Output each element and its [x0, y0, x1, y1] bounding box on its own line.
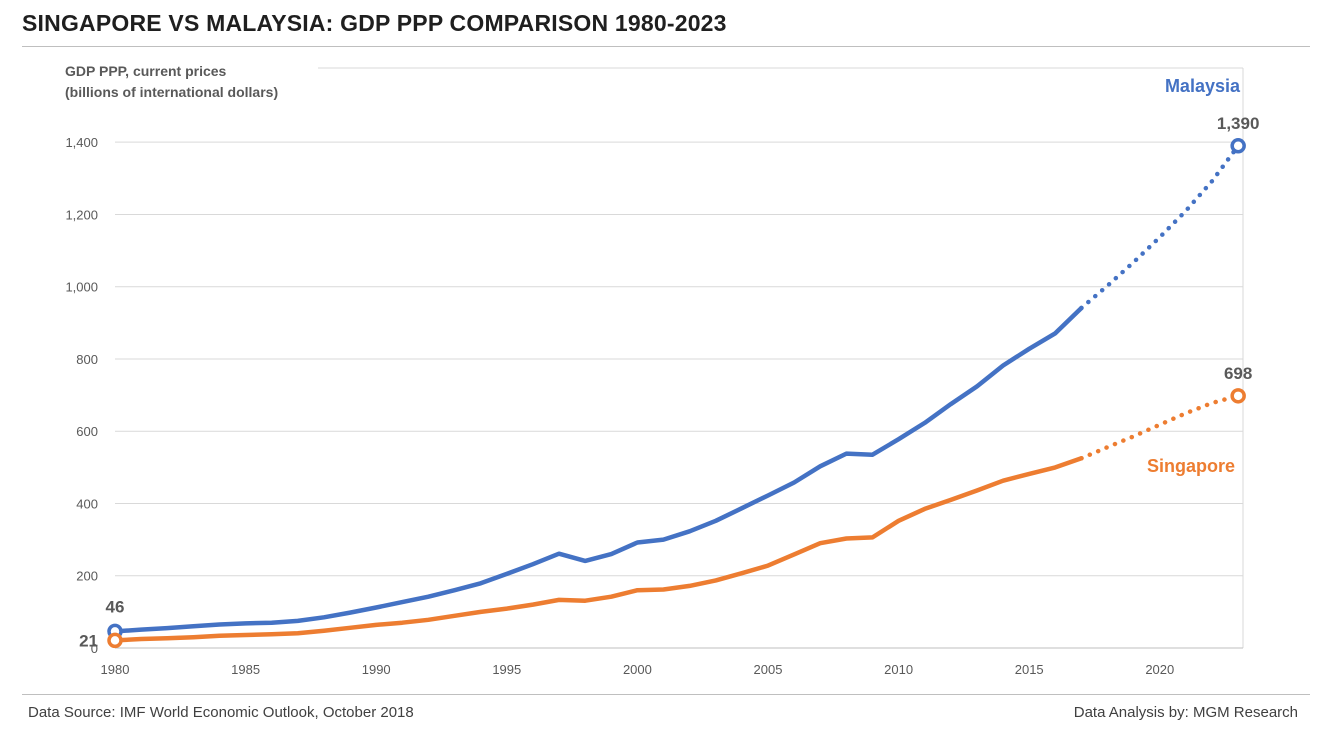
- bottom-divider: [22, 694, 1310, 695]
- y-tick-label: 0: [91, 641, 98, 656]
- x-tick-label: 1980: [101, 662, 130, 677]
- y-axis-label-line2: (billions of international dollars): [65, 84, 278, 100]
- malaysia-end-marker: [1230, 138, 1246, 154]
- x-tick-label: 2015: [1015, 662, 1044, 677]
- y-axis-label-line1: GDP PPP, current prices: [65, 63, 227, 79]
- y-tick-label: 200: [76, 569, 98, 584]
- singapore-start-value-label: 21: [79, 631, 98, 650]
- singapore-line-projection: [1079, 393, 1241, 461]
- data-analysis-credit: Data Analysis by: MGM Research: [1073, 704, 1298, 721]
- chart-title: SINGAPORE VS MALAYSIA: GDP PPP COMPARISO…: [22, 10, 727, 36]
- data-source-note: Data Source: IMF World Economic Outlook,…: [28, 704, 414, 721]
- malaysia-legend-label: Malaysia: [1165, 76, 1241, 96]
- x-tick-label: 1985: [231, 662, 260, 677]
- malaysia-line-actual: [112, 305, 1084, 634]
- singapore-start-marker: [107, 632, 123, 649]
- singapore-line-actual: [112, 456, 1084, 643]
- x-tick-label: 2000: [623, 662, 652, 677]
- x-tick-label: 2020: [1145, 662, 1174, 677]
- malaysia-end-value-label: 1,390: [1217, 114, 1260, 133]
- malaysia-start-value-label: 46: [106, 597, 125, 616]
- x-tick-label: 1995: [492, 662, 521, 677]
- y-tick-label: 600: [76, 424, 98, 439]
- y-tick-label: 400: [76, 496, 98, 511]
- y-tick-label: 1,400: [65, 135, 98, 150]
- y-tick-label: 1,000: [65, 280, 98, 295]
- y-tick-label: 1,200: [65, 207, 98, 222]
- singapore-legend-label: Singapore: [1147, 456, 1235, 476]
- singapore-end-marker: [1230, 388, 1246, 404]
- singapore-end-value-label: 698: [1224, 364, 1252, 383]
- x-tick-label: 2005: [754, 662, 783, 677]
- x-tick-label: 1990: [362, 662, 391, 677]
- x-tick-label: 2010: [884, 662, 913, 677]
- y-tick-label: 800: [76, 352, 98, 367]
- top-divider: [22, 46, 1310, 47]
- malaysia-line-projection: [1079, 143, 1241, 311]
